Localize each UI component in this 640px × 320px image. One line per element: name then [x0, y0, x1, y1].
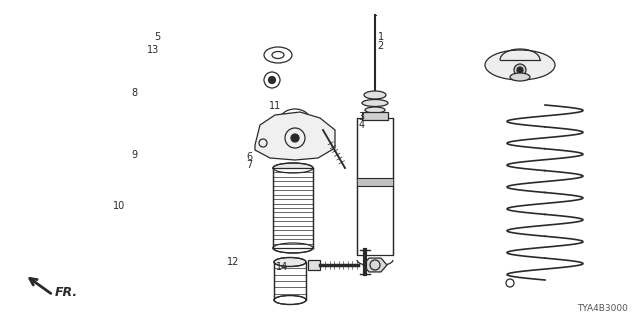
Circle shape	[517, 67, 523, 73]
Text: 5: 5	[154, 32, 160, 42]
Polygon shape	[255, 112, 335, 160]
Polygon shape	[363, 258, 387, 272]
Ellipse shape	[273, 243, 313, 253]
Bar	[357, 118, 393, 255]
Polygon shape	[318, 126, 328, 134]
Bar	[362, 112, 388, 120]
Text: 4: 4	[358, 120, 365, 130]
Text: 13: 13	[147, 44, 159, 55]
Text: 1: 1	[378, 32, 384, 42]
Text: 8: 8	[131, 88, 138, 98]
Text: 7: 7	[246, 160, 253, 170]
Text: 11: 11	[269, 100, 281, 111]
Bar	[357, 178, 393, 186]
Text: 9: 9	[131, 150, 138, 160]
Ellipse shape	[362, 100, 388, 107]
Circle shape	[269, 76, 275, 84]
Circle shape	[514, 64, 526, 76]
Ellipse shape	[485, 50, 555, 80]
Ellipse shape	[365, 107, 385, 113]
Text: 14: 14	[275, 262, 288, 272]
Polygon shape	[308, 260, 320, 270]
Bar	[273, 168, 313, 248]
Text: 10: 10	[113, 201, 125, 212]
Ellipse shape	[274, 258, 306, 267]
Text: 2: 2	[378, 41, 384, 52]
Circle shape	[291, 134, 299, 142]
Text: FR.: FR.	[55, 286, 78, 300]
Ellipse shape	[273, 163, 313, 173]
Ellipse shape	[510, 73, 530, 81]
Bar	[274, 262, 306, 300]
Text: 12: 12	[227, 257, 240, 268]
Text: 6: 6	[246, 152, 253, 162]
Ellipse shape	[274, 295, 306, 305]
Ellipse shape	[364, 91, 386, 99]
Text: 3: 3	[358, 112, 365, 122]
Text: TYA4B3000: TYA4B3000	[577, 304, 628, 313]
